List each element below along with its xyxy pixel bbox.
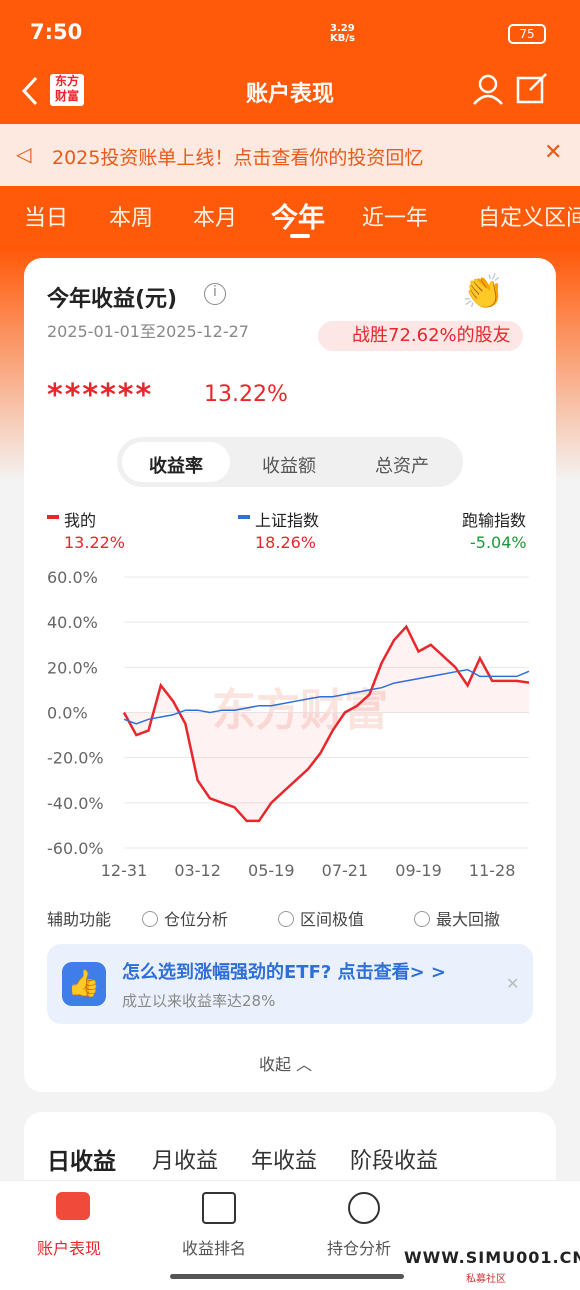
promo-title[interactable]: 怎么选到涨幅强劲的ETF? 点击查看> > [122,962,447,983]
y-tick-label: 40.0% [47,613,98,632]
watermark-site: WWW.SIMU001.CN [404,1248,580,1267]
y-tick-label: 20.0% [47,658,98,677]
promo[interactable] [47,944,533,1024]
nav-item[interactable]: 收益排名 [182,1239,247,1258]
nav-item[interactable]: 账户表现 [37,1239,102,1258]
earnings-tab[interactable]: 月收益 [152,1149,219,1174]
tab[interactable]: 自定义区间 [478,206,580,231]
info-icon[interactable]: i [204,283,226,305]
home-indicator [170,1274,404,1279]
legend-label: 我的 [64,511,97,530]
card-title: 今年收益(元) [47,287,178,312]
tab[interactable]: 近一年 [362,206,429,231]
tab-active[interactable]: 今年 [271,203,325,234]
y-tick-label: -60.0% [47,839,104,858]
banner-text[interactable]: 2025投资账单上线！点击查看你的投资回忆 [52,147,424,169]
tab[interactable]: 当日 [24,206,69,231]
legend-value: 18.26% [255,533,317,552]
tools-label: 辅助功能 [47,910,112,929]
y-tick-label: -20.0% [47,749,104,768]
back-icon[interactable] [16,74,46,108]
compare-value: -5.04% [470,533,527,552]
x-tick-label: 03-12 [174,861,221,880]
legend-label[interactable]: 上证指数 [255,511,320,530]
series-line [122,624,530,823]
x-tick-label: 12-31 [101,861,148,880]
tool-text[interactable]: 仓位分析 [164,910,229,929]
compare-label: 跑输指数 [462,511,527,530]
nav-icon [348,1192,380,1224]
x-tick-label: 05-19 [248,861,295,880]
tool-text[interactable]: 区间极值 [300,910,365,929]
earnings-tab[interactable]: 年收益 [251,1149,318,1174]
logo: 东方财富 [50,74,84,106]
beat-badge[interactable]: 战胜72.62%的股友 [318,321,523,351]
area [124,626,529,821]
collapse-text[interactable]: 收起 [259,1055,292,1074]
tool-text[interactable]: 最大回撤 [436,910,501,929]
battery: 75 [508,24,546,44]
tool-option[interactable]: 区间极值 [278,906,364,930]
toggle-option[interactable]: 收益额 [262,456,316,477]
header-icons[interactable] [470,72,550,108]
x-tick-label: 07-21 [322,861,369,880]
promo-icon: 👍 [62,962,106,1006]
close-icon[interactable]: ✕ [544,140,563,165]
legend-value: 13.22% [64,533,126,552]
net-speed: 3.29 KB/s [330,23,355,44]
return-rate: 13.22% [204,382,288,407]
chart: 东方财富 60.0% 40.0% 20.0% 0.0% -20.0% -40.0% -60.0… [47,568,530,880]
nav-item[interactable]: 持仓分析 [327,1239,392,1258]
y-tick-label: 60.0% [47,568,98,587]
toggle-option[interactable]: 总资产 [375,456,429,477]
page-title: 账户表现 [245,82,334,107]
banner[interactable] [0,124,580,186]
speaker-icon: ◁ [16,142,32,166]
y-tick-label: 0.0% [47,704,88,723]
earnings-tab[interactable]: 日收益 [47,1149,116,1175]
promo-close[interactable]: ✕ [506,974,520,993]
tab[interactable]: 本周 [109,206,154,231]
collapse[interactable]: 收起 ︿ [259,1055,313,1074]
nav-icon [56,1192,90,1220]
toggle-active-bg [122,442,230,482]
tool-option[interactable]: 仓位分析 [142,906,228,930]
tab[interactable]: 本月 [193,206,238,231]
tool-option[interactable]: 最大回撤 [414,906,500,930]
masked-amount: ****** [47,378,154,413]
x-tick-label: 09-19 [395,861,442,880]
bottom-nav [0,1180,580,1290]
earnings-tab[interactable]: 阶段收益 [350,1149,439,1174]
legend-swatch [47,515,59,519]
x-tick-label: 11-28 [469,861,516,880]
time: 7:50 [30,20,83,44]
chart-watermark: 东方财富 [212,685,388,736]
promo-subtitle: 成立以来收益率达28% [122,992,276,1010]
tab-indicator [290,234,310,238]
clap-icon: 👏 [462,272,505,312]
nav-icon [202,1192,236,1224]
y-tick-label: -40.0% [47,794,104,813]
legend-swatch [238,515,250,519]
watermark-name: 私募社区 [466,1274,506,1285]
toggle-option[interactable]: 收益率 [149,456,203,477]
series-line [123,668,530,725]
date-range: 2025-01-01至2025-12-27 [47,322,249,341]
